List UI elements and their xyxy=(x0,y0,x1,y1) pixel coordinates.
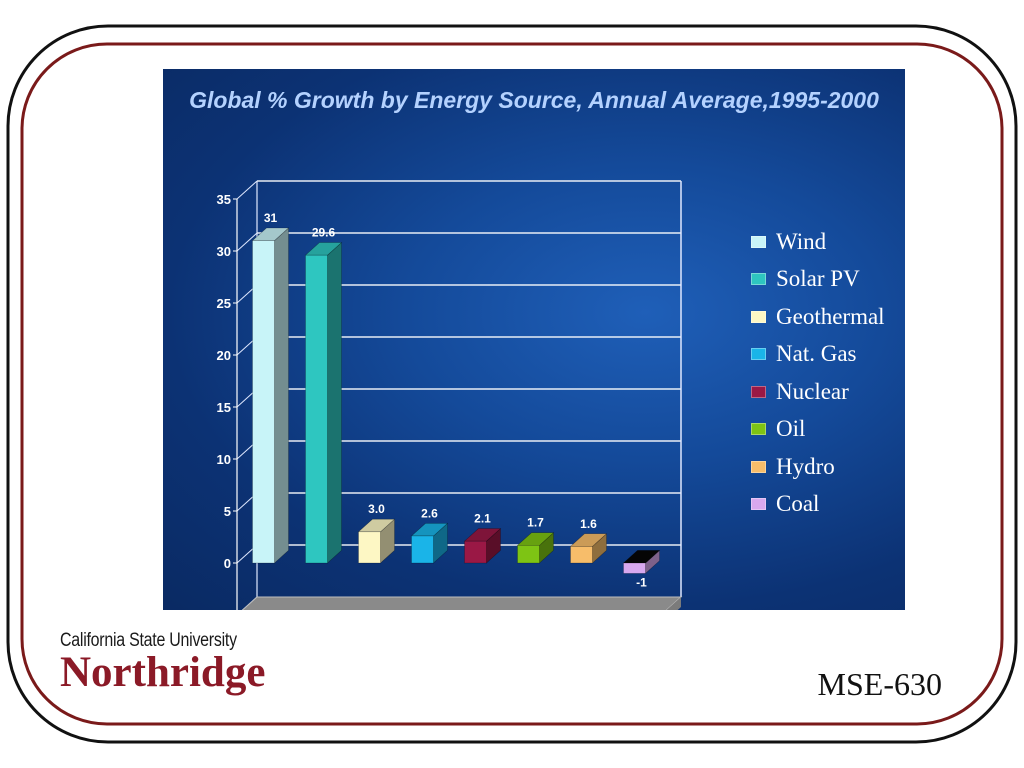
gridline-depth xyxy=(236,232,258,252)
bar-side xyxy=(327,241,342,564)
bar-value-label: 3.0 xyxy=(368,502,385,516)
legend-item: Geothermal xyxy=(751,298,885,336)
bar xyxy=(358,531,381,564)
legend-swatch xyxy=(751,423,766,436)
bar xyxy=(411,535,434,564)
bar xyxy=(570,546,593,564)
legend-swatch xyxy=(751,273,766,286)
legend-item: Hydro xyxy=(751,448,885,486)
legend-label: Nuclear xyxy=(776,378,849,404)
y-tick-label: 10 xyxy=(217,452,231,467)
frame-inner-border xyxy=(20,42,1004,726)
course-code: MSE-630 xyxy=(817,666,942,702)
chart-floor xyxy=(241,596,683,610)
legend-label: Solar PV xyxy=(776,266,860,292)
bar-side xyxy=(274,227,289,564)
chart-floor-side xyxy=(666,597,681,610)
legend-swatch xyxy=(751,460,766,473)
bar-value-label: 1.6 xyxy=(580,517,597,531)
legend-swatch xyxy=(751,498,766,511)
bar xyxy=(252,240,275,564)
university-campus: Northridge xyxy=(60,649,266,696)
bar xyxy=(623,562,646,574)
legend-label: Oil xyxy=(776,416,806,442)
bar xyxy=(305,254,328,564)
chart-title: Global % Growth by Energy Source, Annual… xyxy=(189,87,879,113)
legend-item: Oil xyxy=(751,411,885,449)
legend-item: Solar PV xyxy=(751,261,885,299)
bar-value-label: 2.6 xyxy=(421,506,438,520)
legend-swatch xyxy=(751,235,766,248)
y-tick-label: 30 xyxy=(217,244,231,259)
legend-item: Nat. Gas xyxy=(751,336,885,374)
legend-item: Coal xyxy=(751,486,885,524)
y-tick-label: 0 xyxy=(224,556,231,571)
bar-value-label: 31 xyxy=(264,211,278,225)
bar-value-label: 29.6 xyxy=(312,226,336,240)
legend-swatch xyxy=(751,385,766,398)
y-tick-label: 25 xyxy=(217,296,231,311)
y-tick-label: 15 xyxy=(217,400,231,415)
y-tick-label: 5 xyxy=(224,504,231,519)
legend-label: Geothermal xyxy=(776,303,885,329)
bar-value-label: 1.7 xyxy=(527,516,544,530)
legend-label: Coal xyxy=(776,491,820,517)
gridline-depth xyxy=(236,180,258,200)
chart-panel: 35302520151050-53129.63.02.62.11.71.6-1 … xyxy=(163,69,905,610)
bar-value-label: -1 xyxy=(636,575,647,589)
legend-item: Nuclear xyxy=(751,373,885,411)
y-tick-label: -5 xyxy=(219,608,231,610)
legend-label: Nat. Gas xyxy=(776,341,857,367)
chart-svg: 35 30 25 20 15 10 5 0 -5 31 29.6 3.0 2.6 2.1 1.7 1.6 -1 xyxy=(217,180,683,610)
university-logo: California State University Northridge xyxy=(60,630,270,696)
chart-legend: Wind Solar PV Geothermal Nat. Gas Nuclear Oil… xyxy=(751,223,885,523)
legend-swatch xyxy=(751,310,766,323)
bar xyxy=(464,540,487,564)
bar-value-label: 2.1 xyxy=(474,512,491,526)
legend-label: Hydro xyxy=(776,453,835,479)
frame-outer-border xyxy=(6,24,1018,744)
university-name: California State University xyxy=(60,630,237,651)
y-tick-label: 20 xyxy=(217,348,231,363)
legend-swatch xyxy=(751,348,766,361)
y-tick-label: 35 xyxy=(217,192,231,207)
legend-item: Wind xyxy=(751,223,885,261)
bar xyxy=(517,545,540,564)
legend-label: Wind xyxy=(776,228,827,254)
